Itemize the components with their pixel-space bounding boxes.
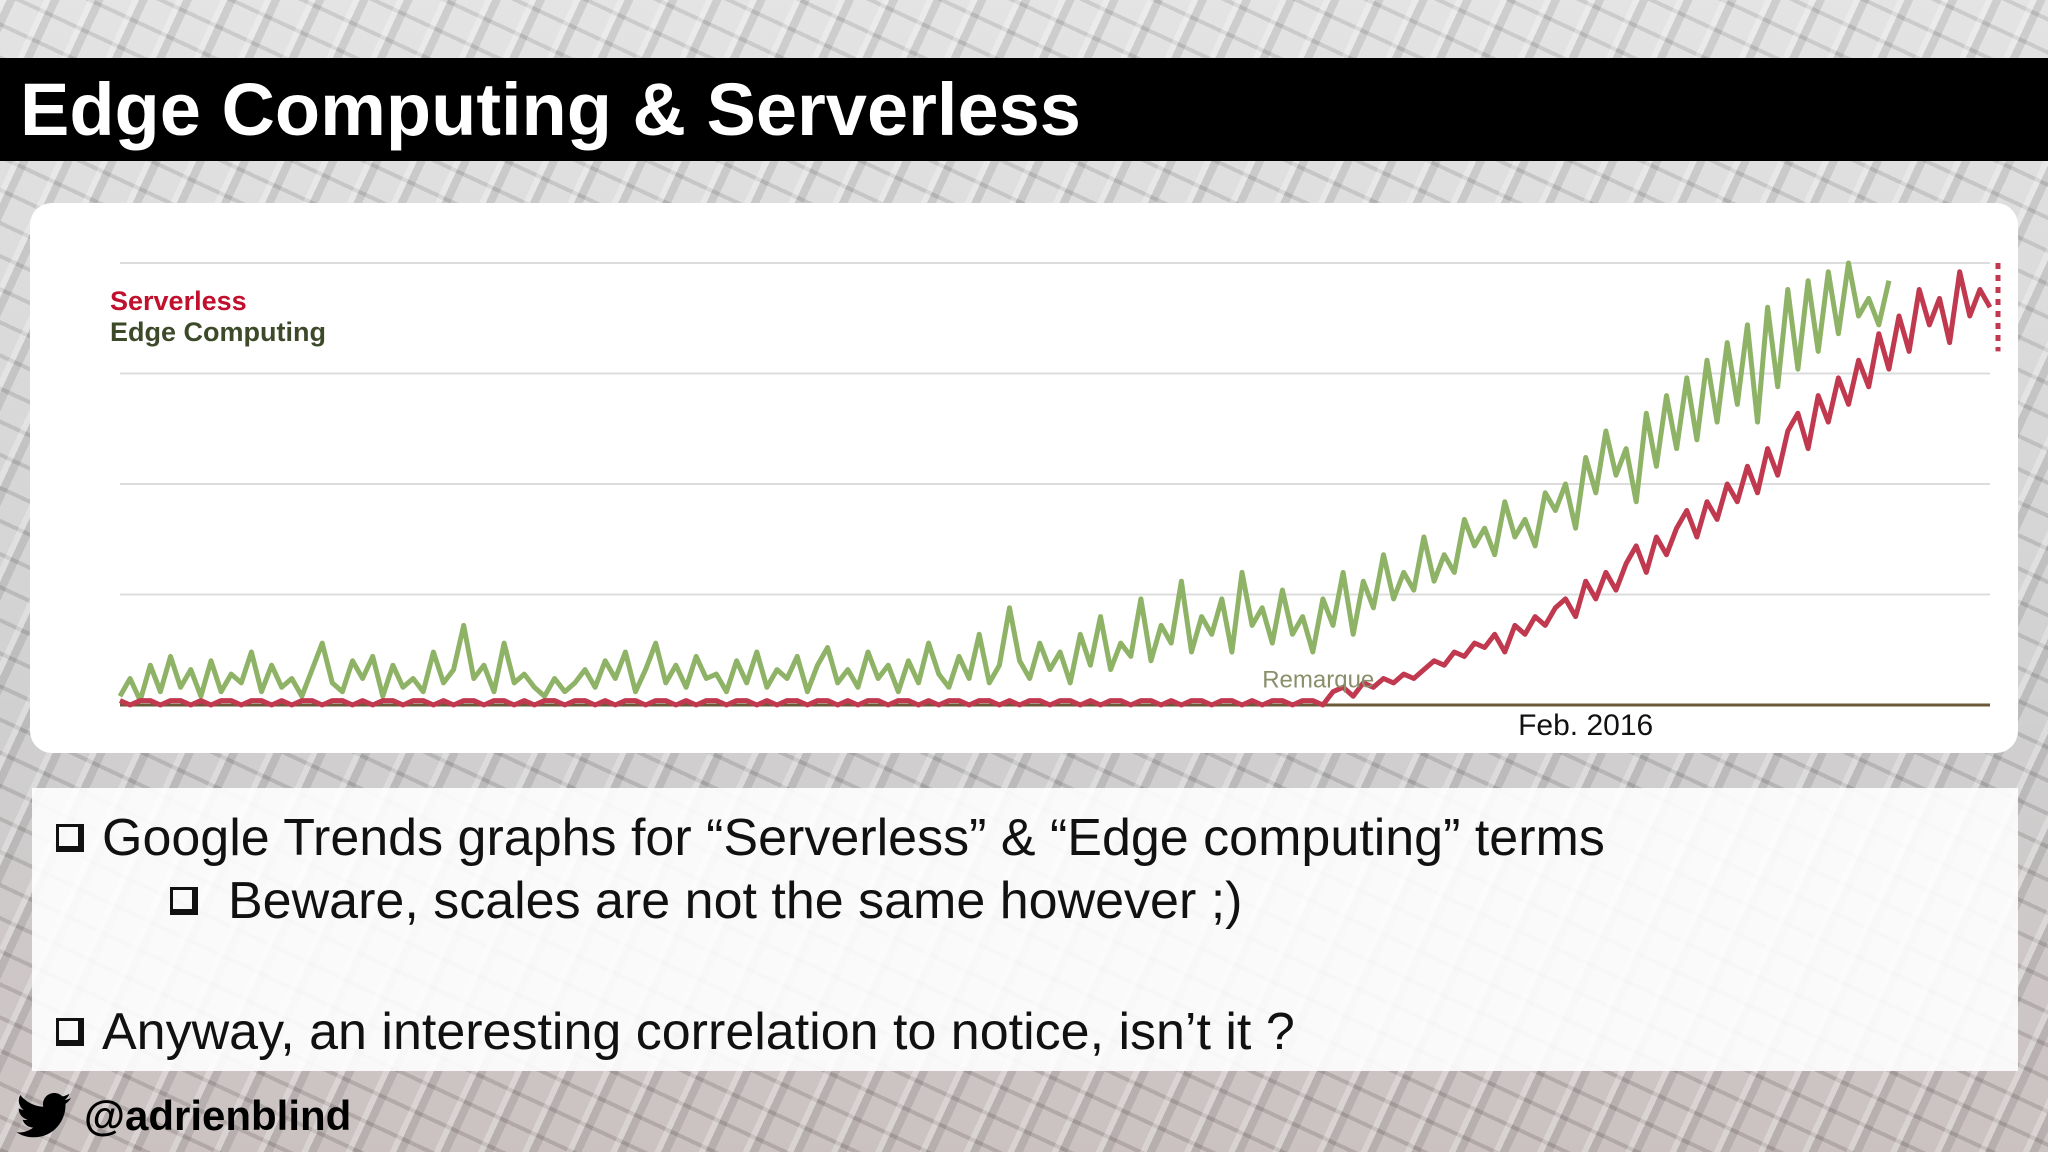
handle-text: @adrienblind <box>84 1092 352 1139</box>
bullet-item-2: Beware, scales are not the same however … <box>170 871 1242 931</box>
legend-entry-edge-computing: Edge Computing <box>110 317 326 347</box>
title-bar: Edge Computing & Serverless <box>0 58 2048 161</box>
twitter-handle: @adrienblind <box>16 1092 351 1140</box>
chart-card: Serverless Edge Computing Remarque Feb. 201… <box>30 203 2018 753</box>
checkbox-bullet-icon <box>170 887 198 915</box>
bullet-item-3: Anyway, an interesting correlation to no… <box>56 1002 1295 1062</box>
series-line-edge-computing <box>117 260 1892 704</box>
checkbox-bullet-icon <box>56 824 84 852</box>
bullet-text-1: Google Trends graphs for “Serverless” & … <box>102 809 1605 867</box>
series-line-serverless <box>119 269 1993 708</box>
twitter-bird-icon <box>16 1093 71 1138</box>
bullet-text-3: Anyway, an interesting correlation to no… <box>102 1003 1295 1061</box>
slide-title: Edge Computing & Serverless <box>20 68 1081 151</box>
bullet-item-1: Google Trends graphs for “Serverless” & … <box>56 808 1605 868</box>
checkbox-bullet-icon <box>56 1018 84 1046</box>
x-tick-label: Feb. 2016 <box>1518 709 1653 742</box>
text-box: Google Trends graphs for “Serverless” & … <box>32 788 2018 1071</box>
legend-entry-serverless: Serverless <box>110 286 247 316</box>
bullet-text-2: Beware, scales are not the same however … <box>228 872 1243 930</box>
chart-annotation: Remarque <box>1262 666 1374 693</box>
